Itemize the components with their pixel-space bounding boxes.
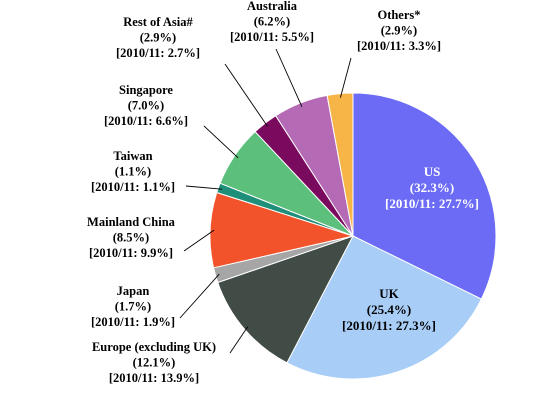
pie-slice-europe-excluding-uk <box>217 235 355 364</box>
pie-slice-others <box>326 92 354 237</box>
slice-prev-share: [2010/11: 3.3%] <box>357 39 441 53</box>
slice-prev-share: [2010/11: 1.1%] <box>91 180 175 194</box>
slice-name: US <box>424 164 441 179</box>
slice-prev-share: [2010/11: 27.7%] <box>385 196 479 211</box>
slice-label-others: Others* (2.9%) [2010/11: 3.3%] <box>357 8 441 53</box>
pie-slices <box>209 92 497 380</box>
slice-name: UK <box>379 286 399 301</box>
slice-label-europe-excluding-uk: Europe (excluding UK) (12.1%) [2010/11: 13… <box>92 340 216 385</box>
slice-label-singapore: Singapore (7.0%) [2010/11: 6.6%] <box>104 83 188 128</box>
slice-share: (12.1%) <box>133 356 176 370</box>
slice-prev-share: [2010/11: 13.9%] <box>109 371 199 385</box>
leader-line-japan <box>179 273 220 319</box>
slice-share: (2.9%) <box>381 24 417 38</box>
slice-label-japan: Japan (1.7%) [2010/11: 1.9%] <box>91 284 175 329</box>
leader-line-australia <box>275 48 303 107</box>
slice-share: (7.0%) <box>128 99 164 113</box>
leader-line-europe-excluding-uk <box>229 326 249 354</box>
slice-name: Japan <box>117 284 150 298</box>
slice-labels: US (32.3%) [2010/11: 27.7%]UK (25.4%) [2010/… <box>87 0 479 385</box>
slice-share: (1.7%) <box>115 300 151 314</box>
slice-prev-share: [2010/11: 6.6%] <box>104 114 188 128</box>
slice-label-rest-of-asia: Rest of Asia# (2.9%) [2010/11: 2.7%] <box>116 15 200 60</box>
slice-share: (2.9%) <box>140 31 176 45</box>
slice-name: Others* <box>377 8 420 22</box>
leader-lines <box>179 48 352 354</box>
pie-slice-us <box>352 92 497 300</box>
slice-label-australia: Australia (6.2%) [2010/11: 5.5%] <box>230 0 314 44</box>
slice-prev-share: [2010/11: 9.9%] <box>89 246 173 260</box>
slice-prev-share: [2010/11: 1.9%] <box>91 315 175 329</box>
leader-line-mainland-china <box>183 229 215 252</box>
slice-label-taiwan: Taiwan (1.1%) [2010/11: 1.1%] <box>91 149 175 194</box>
slice-name: Singapore <box>119 83 173 97</box>
leader-line-singapore <box>203 125 239 159</box>
pie-slice-uk <box>286 235 483 380</box>
slice-prev-share: [2010/11: 2.7%] <box>116 46 200 60</box>
leader-line-taiwan <box>185 185 223 190</box>
slice-name: Australia <box>247 0 298 13</box>
slice-share: (6.2%) <box>254 15 290 29</box>
slice-name: Taiwan <box>113 149 152 163</box>
slice-name: Europe (excluding UK) <box>92 340 216 354</box>
slice-share: (1.1%) <box>115 165 151 179</box>
slice-label-us: US (32.3%) [2010/11: 27.7%] <box>385 164 479 211</box>
slice-prev-share: [2010/11: 5.5%] <box>230 30 314 44</box>
slice-label-mainland-china: Mainland China (8.5%) [2010/11: 9.9%] <box>87 215 176 260</box>
slice-share: (32.3%) <box>410 180 454 195</box>
slice-label-uk: UK (25.4%) [2010/11: 27.3%] <box>342 286 436 333</box>
leader-line-rest-of-asia <box>224 63 268 127</box>
slice-share: (25.4%) <box>367 302 411 317</box>
leader-line-others <box>339 57 352 98</box>
slice-share: (8.5%) <box>113 231 149 245</box>
slice-prev-share: [2010/11: 27.3%] <box>342 318 436 333</box>
slice-name: Rest of Asia# <box>123 15 193 29</box>
slice-name: Mainland China <box>87 215 176 229</box>
